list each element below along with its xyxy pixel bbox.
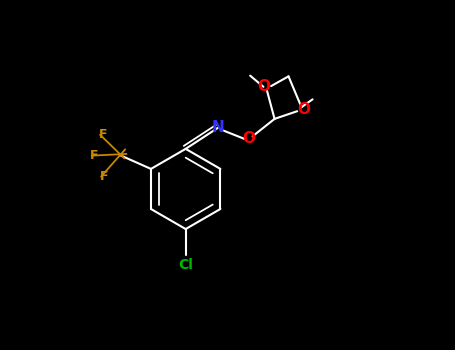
Text: Cl: Cl [178, 258, 193, 272]
Text: O: O [257, 79, 270, 94]
Text: F: F [90, 149, 99, 162]
Text: F: F [100, 170, 108, 183]
Text: N: N [212, 120, 224, 135]
Text: O: O [243, 131, 256, 146]
Text: F: F [99, 128, 107, 141]
Text: O: O [297, 102, 310, 117]
